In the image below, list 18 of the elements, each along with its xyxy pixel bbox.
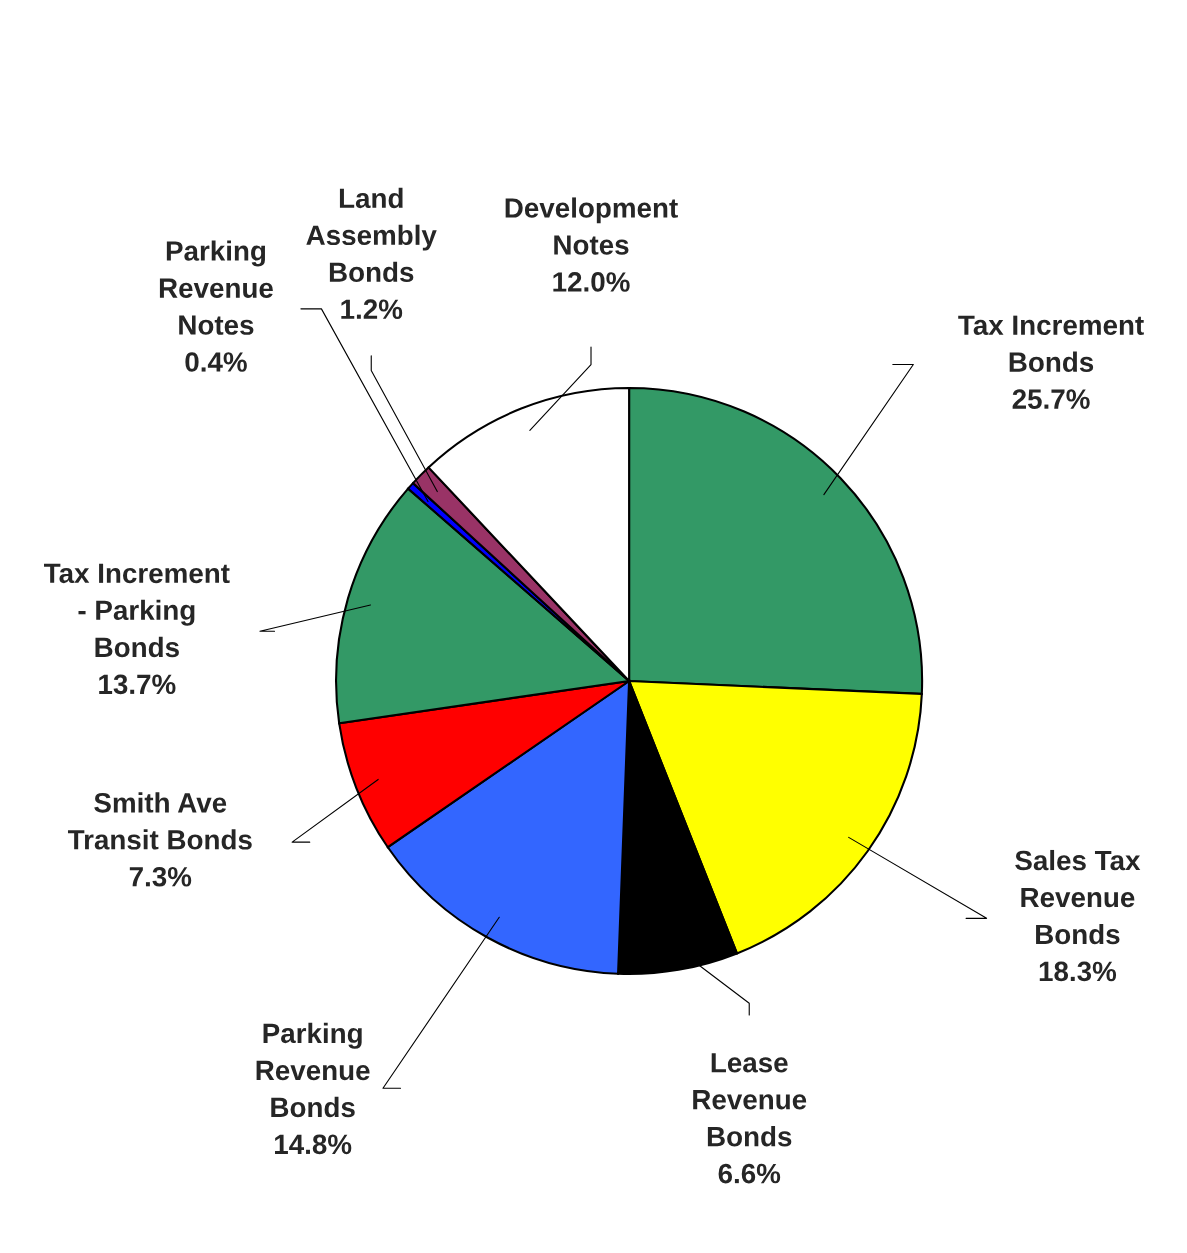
data-label: 18.3%	[1039, 961, 1117, 982]
data-label: 14.8%	[275, 1134, 352, 1155]
data-label: 6.6%	[718, 1163, 781, 1184]
data-label: 13.7%	[99, 674, 176, 695]
slice-label: Development Notes	[505, 197, 678, 255]
data-label: 7.3%	[129, 866, 192, 887]
data-label: 12.0%	[553, 272, 630, 292]
slice-label: Tax Increment Bonds	[958, 315, 1144, 372]
data-label: 1.2%	[341, 299, 403, 319]
slice-label: Sales Tax Revenue Bonds	[1015, 849, 1141, 945]
legend-label: Smith Ave Transit Bonds	[67, 792, 252, 850]
data-label: 0.4%	[185, 352, 247, 372]
data-label: 25.7%	[1012, 389, 1090, 409]
slice-label: Parking Revenue Notes	[159, 240, 273, 335]
slice-label: Parking Revenue Bonds	[256, 1022, 370, 1118]
slice-label: Land Assembly Bonds	[306, 187, 437, 283]
slice-label: Tax Increment - Parking Bonds	[44, 563, 230, 658]
slice-label: Lease Revenue Bonds	[693, 1053, 807, 1147]
